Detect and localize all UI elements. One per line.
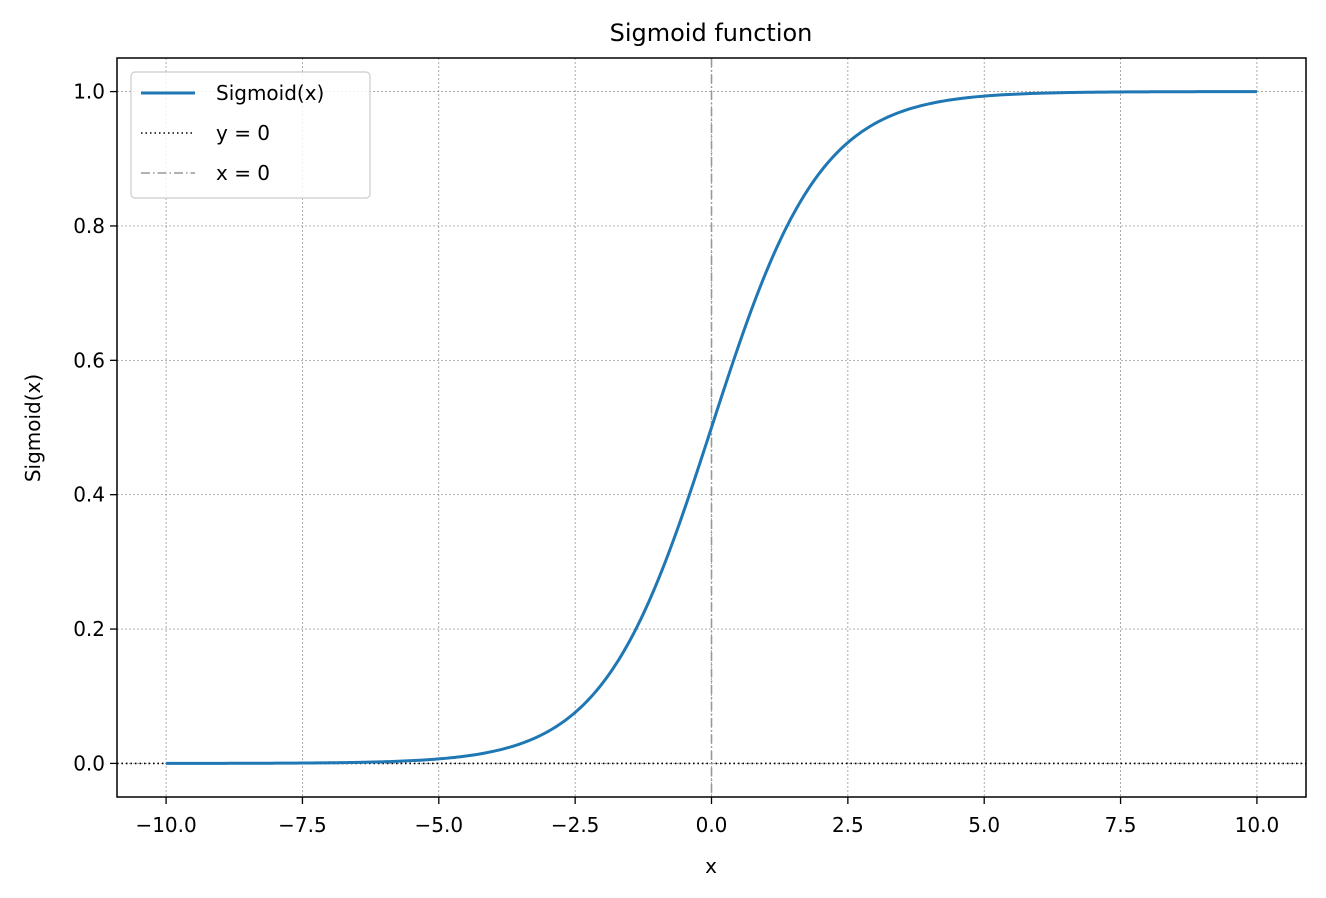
y-tick-label: 0.0	[73, 751, 105, 775]
y-axis-label: Sigmoid(x)	[21, 374, 45, 482]
legend-label: Sigmoid(x)	[216, 81, 324, 105]
x-tick-label: 10.0	[1235, 813, 1280, 837]
y-tick-label: 0.8	[73, 214, 105, 238]
y-tick-label: 0.2	[73, 617, 105, 641]
legend-label: y = 0	[216, 121, 270, 145]
chart-title: Sigmoid function	[610, 19, 813, 47]
legend-box	[130, 71, 371, 199]
x-tick-label: 5.0	[968, 813, 1000, 837]
x-tick-label: −2.5	[551, 813, 600, 837]
legend-label: x = 0	[216, 161, 270, 185]
x-tick-label: −10.0	[135, 813, 196, 837]
y-tick-label: 1.0	[73, 80, 105, 104]
legend: Sigmoid(x) y = 0 x = 0	[130, 71, 371, 199]
x-axis-ticks: −10.0 −7.5 −5.0 −2.5 0.0 2.5 5.0 7.5 10.0	[135, 797, 1279, 837]
y-axis-ticks: 0.0 0.2 0.4 0.6 0.8 1.0	[73, 80, 117, 775]
y-tick-label: 0.6	[73, 348, 105, 372]
sigmoid-curve	[166, 90, 1257, 765]
x-tick-label: 2.5	[832, 813, 864, 837]
x-axis-label: x	[705, 854, 717, 878]
x-tick-label: 0.0	[696, 813, 728, 837]
series-layer	[166, 90, 1257, 765]
x-tick-label: −7.5	[278, 813, 327, 837]
x-tick-label: 7.5	[1105, 813, 1137, 837]
y-tick-label: 0.4	[73, 483, 105, 507]
x-tick-label: −5.0	[415, 813, 464, 837]
